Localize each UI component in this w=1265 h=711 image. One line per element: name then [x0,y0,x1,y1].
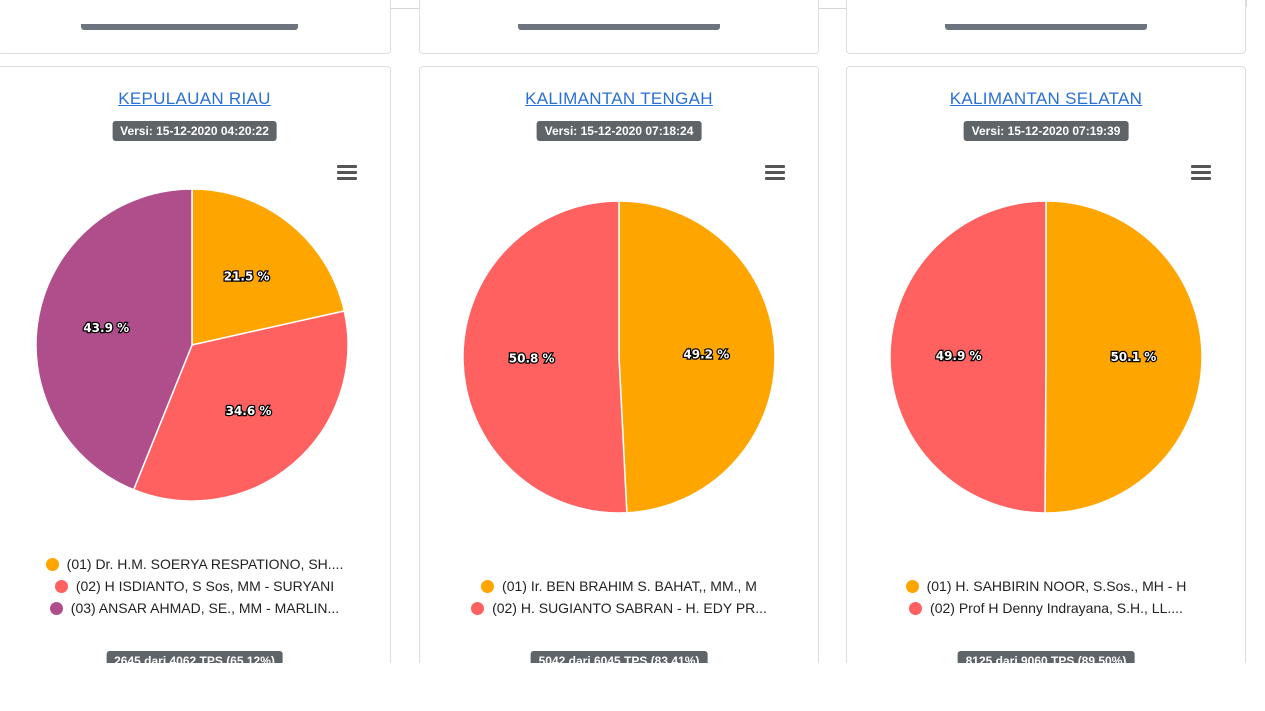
legend-dot [45,557,59,571]
pie-chart: 21.5 % 34.6 % 43.9 % [35,188,349,502]
legend-dot [471,601,485,615]
previous-tps-badge-2 [518,24,720,30]
card-title[interactable]: KEPULAUAN RIAU [118,89,271,108]
card-title[interactable]: KALIMANTAN TENGAH [525,89,713,108]
version-badge: Versi: 15-12-2020 04:20:22 [112,121,277,141]
hamburger-menu-icon[interactable] [337,165,357,181]
pie-slice-label: 21.5 % [224,269,270,283]
chart-legend: (01) Dr. H.M. SOERYA RESPATIONO, SH.... … [0,553,390,619]
pie-slice-label: 34.6 % [226,404,272,418]
legend-dot [909,601,923,615]
legend-item[interactable]: (02) Prof H Denny Indrayana, S.H., LL...… [847,597,1245,619]
pie-slice-label: 49.9 % [936,349,982,363]
legend-item[interactable]: (03) ANSAR AHMAD, SE., MM - MARLIN... [0,597,390,619]
legend-item[interactable]: (01) Dr. H.M. SOERYA RESPATIONO, SH.... [0,553,390,575]
pie-slice-label: 50.1 % [1110,350,1156,364]
pie-slice-label: 49.2 % [683,347,729,361]
pie-chart: 50.1 % 49.9 % [889,200,1203,514]
pie-slice[interactable] [1044,200,1203,514]
chart-legend: (01) Ir. BEN BRAHIM S. BAHAT,, MM., M (0… [420,575,818,619]
pie-slice[interactable] [462,200,628,514]
legend-dot [905,579,919,593]
version-badge: Versi: 15-12-2020 07:19:39 [963,121,1129,141]
hamburger-menu-icon[interactable] [1191,165,1211,181]
pie-chart: 49.2 % 50.8 % [462,200,776,514]
legend-item[interactable]: (02) H. SUGIANTO SABRAN - H. EDY PR... [420,597,818,619]
legend-dot [49,601,63,615]
hamburger-menu-icon[interactable] [765,165,785,181]
region-card-kepulauan-riau: KEPULAUAN RIAU Versi: 15-12-2020 04:20:2… [0,66,391,668]
previous-card-2 [419,0,819,54]
pie-slice-label: 43.9 % [83,321,129,335]
legend-dot [481,579,495,593]
page-bottom-area [0,663,1265,711]
region-card-kalimantan-tengah: KALIMANTAN TENGAH Versi: 15-12-2020 07:1… [419,66,819,668]
version-badge: Versi: 15-12-2020 07:18:24 [536,121,702,141]
chart-legend: (01) H. SAHBIRIN NOOR, S.Sos., MH - H (0… [847,575,1245,619]
previous-tps-badge-3 [945,24,1147,30]
pie-slice[interactable] [191,188,346,346]
card-title[interactable]: KALIMANTAN SELATAN [949,89,1143,108]
region-card-kalimantan-selatan: KALIMANTAN SELATAN Versi: 15-12-2020 07:… [846,66,1246,668]
pie-slice[interactable] [618,200,776,514]
legend-item[interactable]: (02) H ISDIANTO, S Sos, MM - SURYANI [0,575,390,597]
legend-item[interactable]: (01) Ir. BEN BRAHIM S. BAHAT,, MM., M [420,575,818,597]
pie-slice[interactable] [889,200,1047,514]
previous-card-1 [0,0,391,54]
previous-tps-badge-1 [81,24,298,30]
legend-dot [54,579,68,593]
pie-slice-label: 50.8 % [509,352,555,366]
previous-card-3 [846,0,1246,54]
legend-item[interactable]: (01) H. SAHBIRIN NOOR, S.Sos., MH - H [847,575,1245,597]
pie-slice[interactable] [35,188,193,491]
